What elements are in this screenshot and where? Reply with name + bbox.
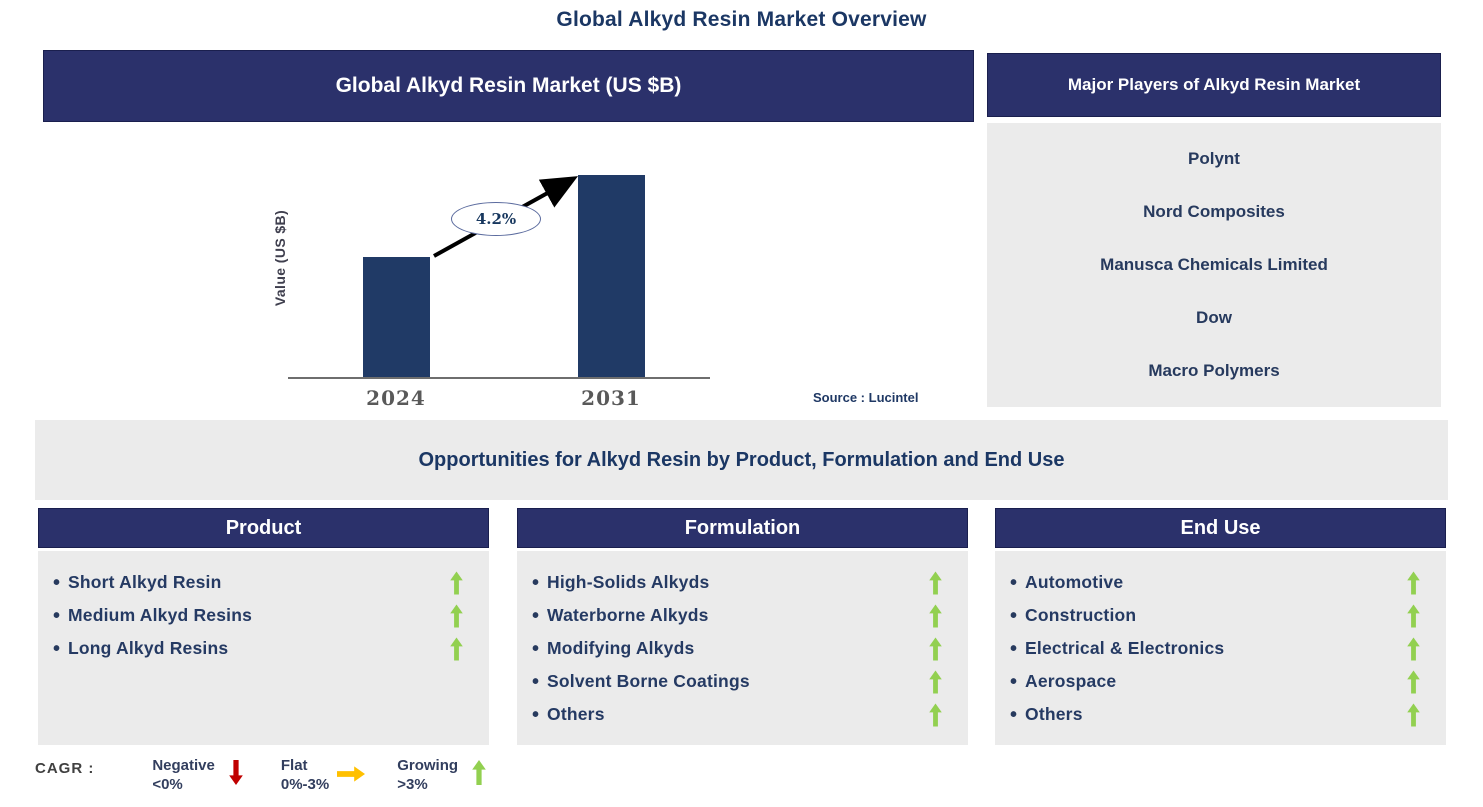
trend-up-icon [1407,670,1420,693]
segment-item-label: Others [547,704,605,724]
trend-up-icon [472,760,486,785]
bullet-icon: • [532,604,540,627]
product-segment-list: • Short Alkyd Resin • Medium Alkyd Resin… [38,551,489,745]
x-tick-2031: 2031 [581,386,641,410]
legend-range: 0%-3% [280,776,330,793]
list-item: • Short Alkyd Resin [38,566,489,599]
legend-label: Negative [152,757,215,774]
segment-item-label: High-Solids Alkyds [547,572,710,592]
cagr-legend: CAGR : Negative <0% Flat 0%-3% Growing >… [35,756,486,794]
segment-item-label: Long Alkyd Resins [68,638,229,658]
bullet-icon: • [1010,604,1018,627]
end-use-segment-list: • Automotive • Construction • Electrical… [995,551,1446,745]
bar-chart-plot: 4.2% [288,150,710,379]
trend-up-icon [929,670,942,693]
segment-item-label: Others [1025,704,1083,724]
list-item: • Modifying Alkyds [517,632,968,665]
legend-label: Growing [397,757,459,774]
segment-item-label: Solvent Borne Coatings [547,671,750,691]
chart-y-axis-label: Value (US $B) [272,209,288,307]
trend-up-icon [450,604,463,627]
legend-entry-growing: Growing >3% [397,756,486,794]
segment-item-label: Short Alkyd Resin [68,572,222,592]
trend-down-icon [229,760,243,785]
major-players-panel: Major Players of Alkyd Resin Market Poly… [987,53,1441,407]
players-panel-header: Major Players of Alkyd Resin Market [987,53,1441,117]
trend-up-icon [929,637,942,660]
trend-up-icon [450,637,463,660]
legend-range: >3% [397,776,428,793]
bullet-icon: • [53,604,61,627]
trend-up-icon [1407,703,1420,726]
company-name: Polynt [1188,149,1240,169]
company-name: Nord Composites [1143,202,1285,222]
segment-item-label: Construction [1025,605,1137,625]
trend-up-icon [929,604,942,627]
company-name: Dow [1196,307,1232,327]
segment-item-label: Modifying Alkyds [547,638,695,658]
opportunities-banner-text: Opportunities for Alkyd Resin by Product… [418,448,1065,471]
segment-item-label: Electrical & Electronics [1025,638,1225,658]
bar-2024 [363,257,430,377]
list-item: • Long Alkyd Resins [38,632,489,665]
cagr-badge: 4.2% [451,202,541,236]
list-item: • Others [995,698,1446,731]
segment-item-label: Aerospace [1025,671,1117,691]
trend-up-icon [450,571,463,594]
bullet-icon: • [1010,637,1018,660]
legend-range: <0% [152,776,183,793]
trend-up-icon [1407,637,1420,660]
trend-up-icon [1407,571,1420,594]
bullet-icon: • [1010,571,1018,594]
growth-trend-arrow [433,176,578,258]
segment-item-label: Waterborne Alkyds [547,605,709,625]
cagr-legend-prefix: CAGR : [35,760,95,777]
end-use-segment-panel: End Use • Automotive • Construction • El… [995,508,1446,745]
x-tick-2024: 2024 [366,386,426,410]
bullet-icon: • [1010,703,1018,726]
bullet-icon: • [532,670,540,693]
list-item: • High-Solids Alkyds [517,566,968,599]
page-title: Global Alkyd Resin Market Overview [556,8,927,31]
source-note: Source : Lucintel [813,390,919,405]
list-item: • Aerospace [995,665,1446,698]
segment-item-label: Medium Alkyd Resins [68,605,253,625]
product-segment-panel: Product • Short Alkyd Resin • Medium Alk… [38,508,489,745]
legend-entry-negative: Negative <0% [152,756,243,794]
legend-entry-flat: Flat 0%-3% [280,756,366,794]
opportunities-banner: Opportunities for Alkyd Resin by Product… [35,420,1448,500]
list-item: • Others [517,698,968,731]
list-item: • Waterborne Alkyds [517,599,968,632]
legend-label: Flat [280,757,308,774]
list-item: • Construction [995,599,1446,632]
bullet-icon: • [532,703,540,726]
company-name: Manusca Chemicals Limited [1100,254,1328,274]
bullet-icon: • [532,571,540,594]
market-chart-panel: Global Alkyd Resin Market (US $B) Value … [43,50,974,415]
chart-panel-header: Global Alkyd Resin Market (US $B) [43,50,974,122]
players-list: Polynt Nord Composites Manusca Chemicals… [987,123,1441,407]
product-segment-header: Product [38,508,489,548]
bullet-icon: • [53,637,61,660]
end-use-segment-header: End Use [995,508,1446,548]
bar-2031 [578,175,645,377]
bullet-icon: • [1010,670,1018,693]
formulation-segment-header: Formulation [517,508,968,548]
trend-up-icon [1407,604,1420,627]
segment-item-label: Automotive [1025,572,1124,592]
trend-up-icon [929,571,942,594]
cagr-value: 4.2% [475,210,517,228]
company-name: Macro Polymers [1148,360,1280,380]
trend-up-icon [929,703,942,726]
formulation-segment-list: • High-Solids Alkyds • Waterborne Alkyds… [517,551,968,745]
formulation-segment-panel: Formulation • High-Solids Alkyds • Water… [517,508,968,745]
bullet-icon: • [53,571,61,594]
list-item: • Electrical & Electronics [995,632,1446,665]
list-item: • Automotive [995,566,1446,599]
trend-right-icon [337,760,366,788]
bullet-icon: • [532,637,540,660]
list-item: • Medium Alkyd Resins [38,599,489,632]
list-item: • Solvent Borne Coatings [517,665,968,698]
